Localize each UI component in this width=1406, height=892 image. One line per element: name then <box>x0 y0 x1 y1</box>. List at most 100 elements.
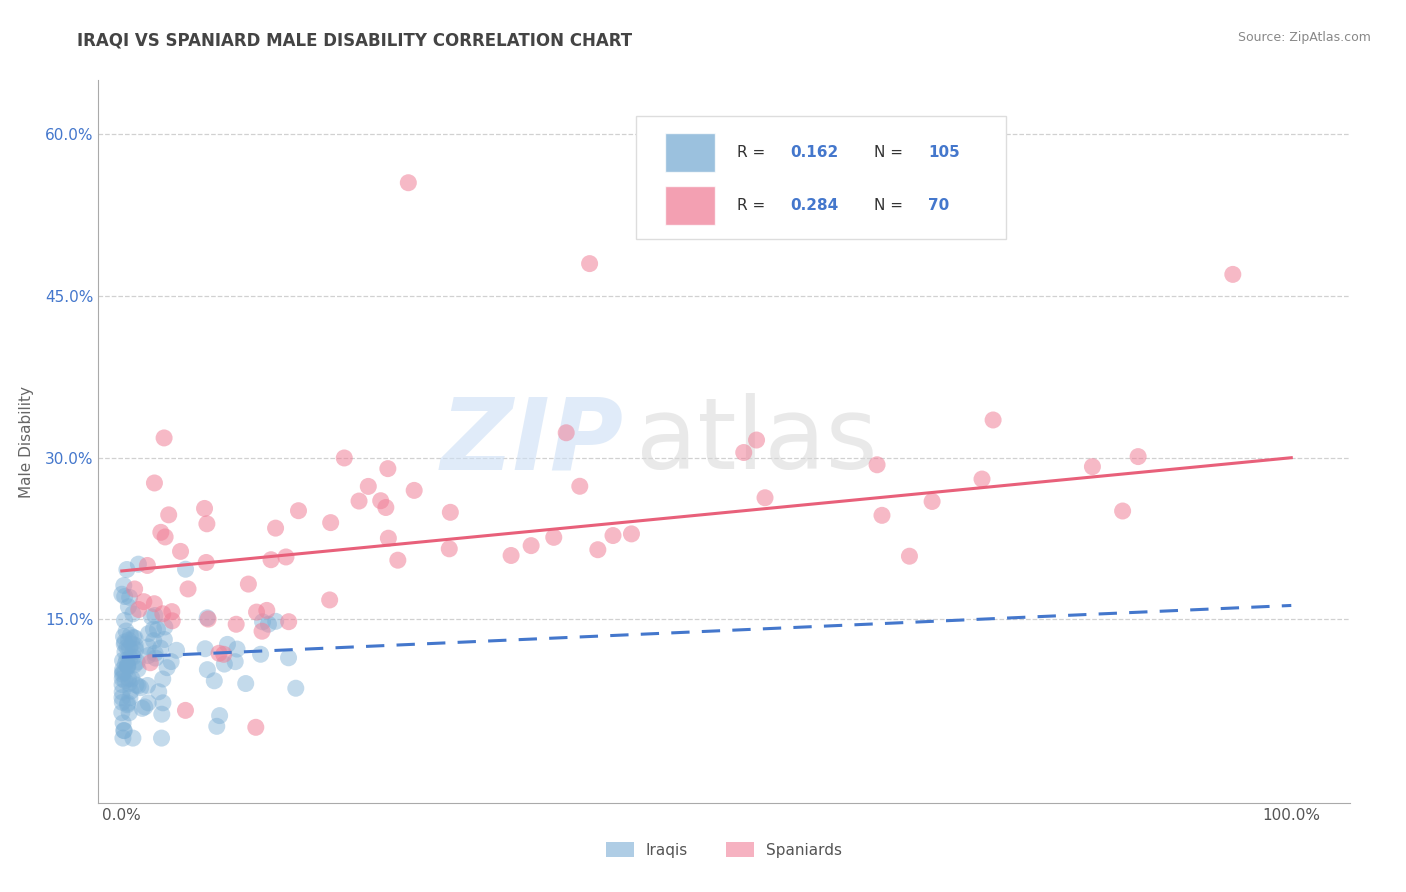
Spaniards <box>136 558 159 573</box>
Spaniards <box>357 479 380 493</box>
Iraqis <box>143 608 166 623</box>
Iraqis <box>114 614 136 628</box>
Iraqis <box>114 645 136 659</box>
Spaniards <box>543 530 565 544</box>
Spaniards <box>870 508 893 523</box>
Spaniards <box>1222 268 1244 282</box>
Iraqis <box>127 557 149 571</box>
Spaniards <box>277 615 299 629</box>
Spaniards <box>374 500 396 515</box>
Iraqis <box>152 696 174 710</box>
Iraqis <box>122 650 145 665</box>
Iraqis <box>111 667 134 681</box>
Iraqis <box>142 633 165 648</box>
Iraqis <box>284 681 307 696</box>
Text: 70: 70 <box>928 198 949 213</box>
Iraqis <box>117 696 139 710</box>
Spaniards <box>377 461 399 475</box>
Iraqis <box>111 587 134 601</box>
Iraqis <box>111 690 134 705</box>
Iraqis <box>217 637 239 651</box>
Spaniards <box>245 605 267 619</box>
Spaniards <box>754 491 776 505</box>
Spaniards <box>520 539 543 553</box>
Legend: Iraqis, Spaniards: Iraqis, Spaniards <box>600 836 848 863</box>
Iraqis <box>194 641 217 656</box>
Iraqis <box>121 645 143 659</box>
Iraqis <box>127 655 149 669</box>
Iraqis <box>115 562 138 576</box>
Iraqis <box>118 676 141 690</box>
Spaniards <box>177 582 200 596</box>
Iraqis <box>124 631 146 645</box>
Spaniards <box>193 501 215 516</box>
Iraqis <box>142 622 165 636</box>
Iraqis <box>111 672 134 686</box>
Spaniards <box>143 597 166 611</box>
Iraqis <box>111 653 134 667</box>
Text: 0.284: 0.284 <box>790 198 838 213</box>
Spaniards <box>733 445 755 459</box>
Spaniards <box>439 541 461 556</box>
Iraqis <box>150 731 173 745</box>
FancyBboxPatch shape <box>637 117 1005 239</box>
Iraqis <box>153 620 176 634</box>
Iraqis <box>112 630 135 644</box>
Spaniards <box>149 525 172 540</box>
Spaniards <box>578 257 600 271</box>
Spaniards <box>921 494 943 508</box>
Iraqis <box>136 678 159 692</box>
Spaniards <box>152 607 174 621</box>
Iraqis <box>118 591 141 605</box>
Iraqis <box>143 646 166 660</box>
Iraqis <box>141 610 163 624</box>
Iraqis <box>111 678 134 692</box>
Text: R =: R = <box>737 198 769 213</box>
Spaniards <box>287 504 309 518</box>
Spaniards <box>264 521 287 535</box>
Iraqis <box>174 562 197 576</box>
Iraqis <box>156 661 179 675</box>
Text: ZIP: ZIP <box>441 393 624 490</box>
Spaniards <box>225 617 247 632</box>
Iraqis <box>117 658 139 673</box>
Iraqis <box>166 643 188 657</box>
Spaniards <box>250 624 273 639</box>
Iraqis <box>252 615 274 629</box>
Text: Source: ZipAtlas.com: Source: ZipAtlas.com <box>1237 31 1371 45</box>
Iraqis <box>195 663 218 677</box>
Spaniards <box>208 646 231 660</box>
Spaniards <box>347 494 370 508</box>
Spaniards <box>195 556 218 570</box>
Iraqis <box>114 635 136 649</box>
Iraqis <box>122 731 145 745</box>
Spaniards <box>1111 504 1133 518</box>
Iraqis <box>114 657 136 671</box>
Text: R =: R = <box>737 145 769 160</box>
Spaniards <box>620 527 643 541</box>
Spaniards <box>174 703 197 717</box>
Iraqis <box>118 690 141 705</box>
Spaniards <box>256 603 278 617</box>
Iraqis <box>134 700 156 714</box>
Iraqis <box>138 626 160 640</box>
Iraqis <box>112 578 135 592</box>
Spaniards <box>153 530 176 544</box>
Iraqis <box>112 715 135 730</box>
Spaniards <box>169 544 191 558</box>
Spaniards <box>274 549 297 564</box>
Iraqis <box>122 631 145 645</box>
Iraqis <box>249 647 271 661</box>
Spaniards <box>981 413 1004 427</box>
Iraqis <box>118 651 141 665</box>
Iraqis <box>120 628 142 642</box>
Iraqis <box>208 708 231 723</box>
Iraqis <box>118 640 141 655</box>
Y-axis label: Male Disability: Male Disability <box>18 385 34 498</box>
Spaniards <box>245 720 267 734</box>
Iraqis <box>153 632 176 647</box>
Spaniards <box>568 479 591 493</box>
Spaniards <box>319 516 342 530</box>
Iraqis <box>127 679 149 693</box>
Iraqis <box>160 655 183 669</box>
